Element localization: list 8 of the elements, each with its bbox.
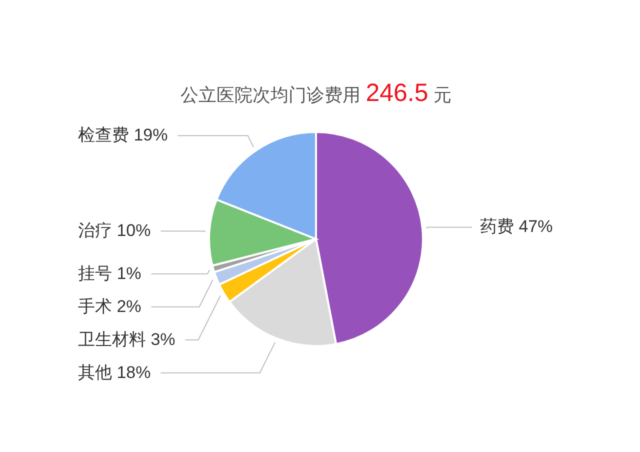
slice-label: 药费 47% — [480, 217, 553, 236]
slice-label: 手术 2% — [78, 296, 142, 316]
slice-label: 检查费 19% — [78, 126, 168, 145]
slice-label: 其他 18% — [78, 362, 151, 382]
slice-label: 治疗 10% — [78, 221, 151, 240]
chart-title: 公立医院次均门诊费用 246.5 元 — [180, 79, 452, 107]
slice-label: 挂号 1% — [78, 264, 142, 283]
slice-label: 卫生材料 3% — [78, 330, 176, 349]
